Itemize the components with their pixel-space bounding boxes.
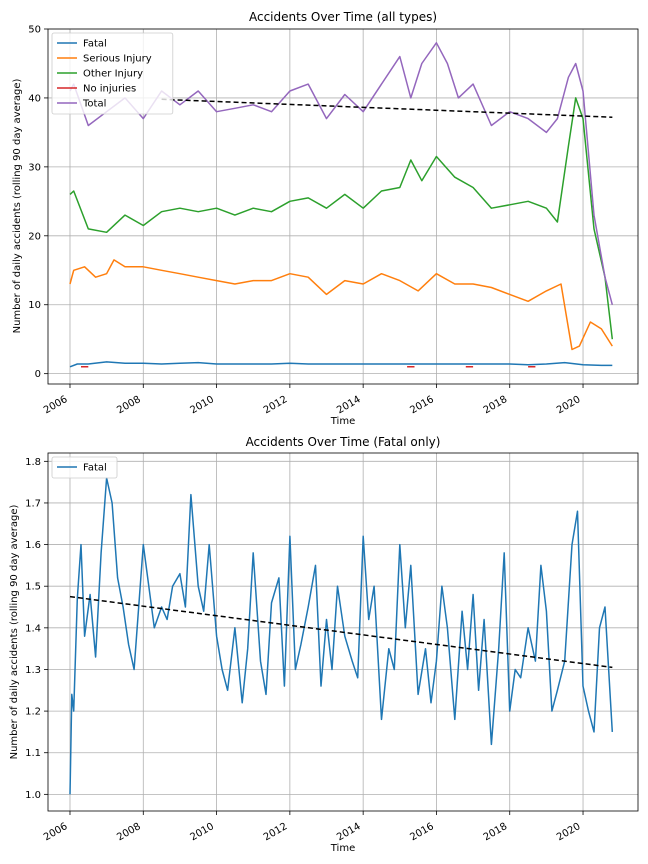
plot-frame — [47, 28, 639, 385]
legend-label-fatal: Fatal — [83, 39, 107, 50]
x-tick-label: 2006 — [42, 821, 70, 843]
x-tick-label: 2012 — [262, 821, 290, 843]
x-tick-label: 2020 — [555, 394, 583, 416]
y-tick-label: 1.1 — [25, 748, 41, 759]
series-line-serious-injury — [69, 259, 613, 351]
trend-line — [161, 98, 613, 118]
x-tick-label: 2010 — [189, 394, 217, 416]
y-tick-label: 1.4 — [25, 623, 41, 634]
y-tick-label: 40 — [28, 93, 41, 104]
y-tick-label: 1.3 — [25, 665, 41, 676]
x-tick-label: 2016 — [408, 394, 436, 416]
x-tick-label: 2018 — [482, 394, 510, 416]
plot-frame — [47, 452, 639, 812]
chart-fatal-only: Accidents Over Time (Fatal only) 2006 200… — [9, 435, 639, 854]
x-tick-label: 2012 — [262, 394, 290, 416]
legend: Fatal Serious Injury Other Injury No injuri… — [51, 32, 174, 115]
y-tick-label: 50 — [28, 25, 41, 36]
y-tick-label: 20 — [28, 231, 41, 242]
y-tick-label: 30 — [28, 162, 41, 173]
y-tick-label: 1.2 — [25, 707, 41, 718]
y-tick-label: 1.7 — [25, 498, 41, 509]
y-tick-label: 1.0 — [25, 790, 41, 801]
legend-label-other-injury: Other Injury — [83, 69, 143, 80]
chart-title: Accidents Over Time (all types) — [249, 10, 437, 24]
legend: Fatal — [51, 456, 118, 479]
x-tick-label: 2014 — [335, 821, 363, 843]
x-tick-label: 2008 — [115, 394, 143, 416]
x-tick-label: 2018 — [482, 821, 510, 843]
y-tick-label: 0 — [35, 369, 41, 380]
series-line-fatal — [69, 477, 614, 795]
series-group — [69, 477, 614, 795]
x-tick-label: 2006 — [42, 394, 70, 416]
legend-box — [51, 32, 174, 115]
chart-title: Accidents Over Time (Fatal only) — [246, 435, 441, 449]
legend-label-serious-injury: Serious Injury — [83, 54, 152, 65]
y-axis-label: Number of daily accidents (rolling 90 da… — [9, 505, 20, 760]
chart-all-types: Accidents Over Time (all types) 2006 2008… — [12, 10, 639, 427]
series-line-fatal — [69, 361, 613, 368]
y-tick-label: 1.5 — [25, 582, 41, 593]
x-tick-label: 2020 — [555, 821, 583, 843]
x-tick-label: 2016 — [408, 821, 436, 843]
trend-line — [69, 595, 613, 669]
legend-label-no-injuries: No injuries — [83, 84, 136, 95]
x-tick-label: 2014 — [335, 394, 363, 416]
y-tick-label: 1.6 — [25, 540, 41, 551]
series-line-other-injury — [69, 97, 614, 340]
y-axis-label: Number of daily accidents (rolling 90 da… — [12, 79, 23, 334]
y-tick-label: 10 — [28, 300, 41, 311]
legend-label-fatal: Fatal — [83, 463, 107, 474]
y-tick-label: 1.8 — [25, 457, 41, 468]
x-axis-label: Time — [330, 416, 355, 427]
legend-label-total: Total — [82, 99, 106, 110]
x-axis-label: Time — [330, 843, 355, 854]
legend-box — [51, 456, 118, 479]
x-tick-label: 2008 — [115, 821, 143, 843]
x-tick-label: 2010 — [189, 821, 217, 843]
